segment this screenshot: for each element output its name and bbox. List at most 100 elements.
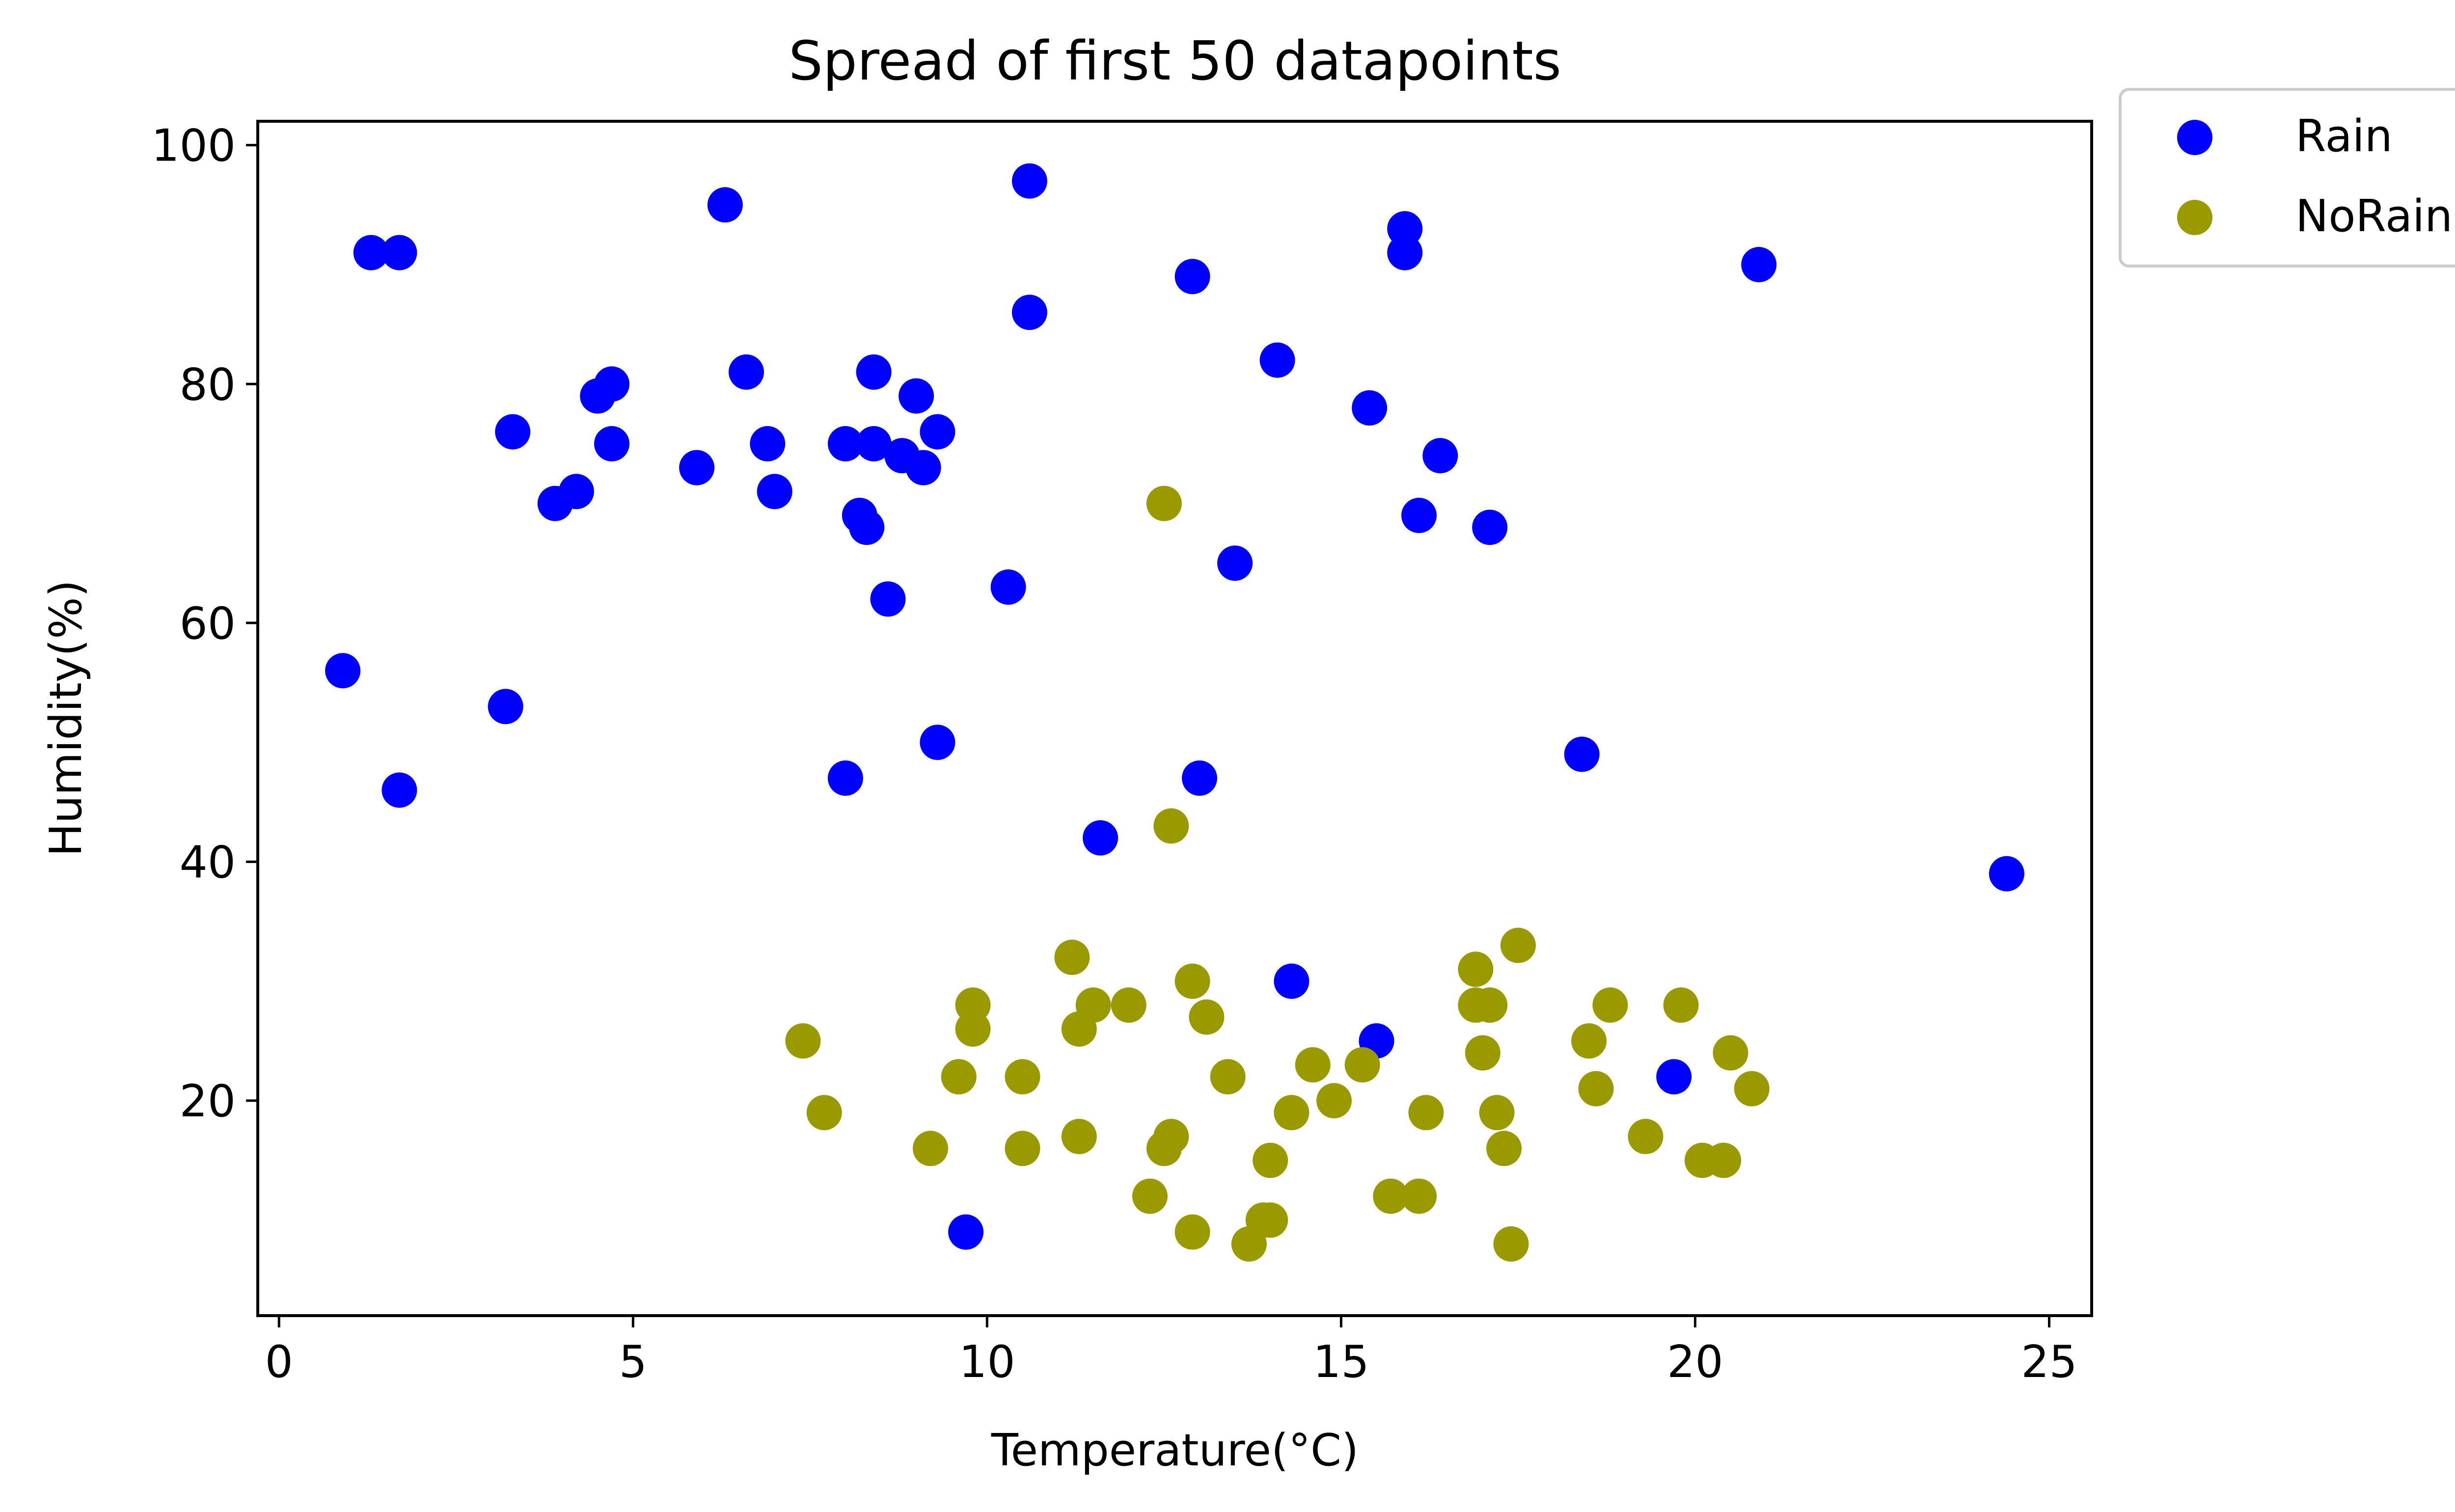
point-rain-3 — [382, 772, 417, 808]
point-rain-5 — [495, 414, 531, 450]
point-rain-45 — [1564, 736, 1600, 772]
point-rain-36 — [1259, 342, 1295, 378]
legend-marker-norain — [2177, 200, 2212, 235]
point-rain-26 — [920, 414, 955, 450]
point-norain-14 — [1146, 486, 1182, 521]
y-axis-ticks: 20 40 60 80 100 — [151, 120, 258, 1127]
point-norain-44 — [1628, 1119, 1664, 1155]
point-norain-16 — [1153, 808, 1189, 844]
point-norain-29 — [1344, 1047, 1380, 1083]
point-rain-25 — [905, 450, 941, 486]
point-norain-2 — [913, 1131, 948, 1166]
point-rain-37 — [1274, 963, 1309, 999]
point-rain-47 — [1741, 247, 1777, 282]
chart-title: Spread of first 50 datapoints — [789, 29, 1561, 92]
point-norain-0 — [785, 1023, 821, 1059]
y-tick-label-40: 40 — [179, 837, 236, 888]
point-norain-40 — [1500, 927, 1536, 963]
data-points — [325, 163, 2024, 1262]
x-axis-ticks: 0 5 10 15 20 25 — [265, 1316, 2077, 1388]
point-rain-48 — [1989, 856, 2024, 891]
point-rain-38 — [1352, 390, 1388, 426]
point-norain-18 — [1174, 963, 1210, 999]
x-tick-label-5: 5 — [619, 1336, 647, 1388]
point-norain-35 — [1465, 1035, 1500, 1071]
point-norain-27 — [1295, 1047, 1331, 1083]
point-norain-25 — [1253, 1142, 1288, 1178]
x-tick-label-15: 15 — [1313, 1336, 1369, 1388]
point-rain-1 — [382, 235, 417, 270]
point-rain-11 — [679, 450, 715, 486]
point-rain-34 — [1182, 760, 1217, 796]
point-norain-5 — [955, 1011, 991, 1047]
point-rain-28 — [948, 1214, 984, 1250]
legend: Rain NoRain — [2119, 88, 2455, 268]
point-rain-2 — [325, 653, 361, 689]
point-rain-29 — [990, 569, 1026, 605]
point-rain-20 — [856, 354, 892, 390]
point-norain-42 — [1578, 1071, 1614, 1107]
point-rain-15 — [757, 474, 792, 510]
point-rain-41 — [1387, 235, 1423, 270]
point-rain-24 — [899, 378, 934, 414]
point-rain-7 — [558, 474, 594, 510]
point-rain-21 — [856, 426, 892, 461]
y-tick-label-100: 100 — [151, 120, 236, 172]
y-tick-label-60: 60 — [179, 598, 236, 649]
point-norain-33 — [1458, 951, 1494, 987]
point-norain-47 — [1706, 1142, 1742, 1178]
point-rain-16 — [827, 426, 863, 461]
point-rain-30 — [1011, 163, 1047, 199]
point-rain-35 — [1217, 545, 1253, 581]
point-rain-32 — [1083, 820, 1118, 856]
point-norain-20 — [1189, 999, 1225, 1035]
y-tick-label-20: 20 — [179, 1076, 236, 1127]
point-norain-26 — [1274, 1095, 1309, 1131]
point-norain-13 — [1132, 1178, 1168, 1214]
point-norain-21 — [1210, 1059, 1246, 1095]
x-axis-label: Temperature(°C) — [991, 1425, 1359, 1476]
point-norain-8 — [1054, 940, 1090, 975]
point-norain-45 — [1663, 987, 1699, 1023]
x-tick-label-0: 0 — [265, 1336, 293, 1388]
x-tick-label-10: 10 — [959, 1336, 1015, 1388]
point-rain-17 — [827, 760, 863, 796]
point-norain-37 — [1479, 1095, 1515, 1131]
x-tick-label-20: 20 — [1667, 1336, 1723, 1388]
point-rain-31 — [1011, 295, 1047, 330]
point-rain-9 — [594, 366, 629, 402]
y-tick-label-80: 80 — [179, 359, 236, 410]
point-rain-0 — [353, 235, 389, 270]
point-rain-12 — [707, 187, 743, 223]
point-norain-12 — [1111, 987, 1146, 1023]
point-rain-33 — [1174, 259, 1210, 295]
point-norain-24 — [1253, 1202, 1288, 1238]
point-norain-17 — [1153, 1119, 1189, 1155]
point-norain-19 — [1174, 1214, 1210, 1250]
point-norain-49 — [1734, 1071, 1770, 1107]
point-norain-36 — [1472, 987, 1508, 1023]
point-norain-39 — [1493, 1226, 1529, 1262]
point-rain-44 — [1472, 510, 1508, 545]
point-norain-32 — [1408, 1095, 1444, 1131]
point-norain-38 — [1486, 1131, 1522, 1166]
point-norain-11 — [1075, 987, 1111, 1023]
point-rain-22 — [870, 581, 906, 617]
point-norain-1 — [806, 1095, 842, 1131]
point-rain-42 — [1401, 497, 1437, 533]
point-norain-48 — [1713, 1035, 1748, 1071]
point-rain-19 — [849, 510, 885, 545]
point-rain-14 — [750, 426, 786, 461]
x-tick-label-25: 25 — [2021, 1336, 2077, 1388]
legend-label-rain: Rain — [2295, 110, 2393, 162]
point-rain-10 — [594, 426, 629, 461]
point-norain-28 — [1316, 1083, 1352, 1119]
point-norain-43 — [1592, 987, 1628, 1023]
y-axis-label: Humidity(%) — [40, 580, 92, 857]
point-rain-46 — [1656, 1059, 1692, 1095]
point-rain-43 — [1422, 438, 1458, 474]
point-norain-3 — [941, 1059, 977, 1095]
point-norain-30 — [1373, 1178, 1409, 1214]
point-norain-31 — [1401, 1178, 1437, 1214]
